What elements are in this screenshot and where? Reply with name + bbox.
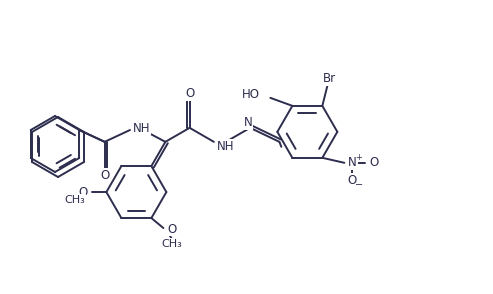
Text: N: N (244, 116, 252, 129)
Text: −: − (355, 180, 363, 190)
Text: O: O (185, 87, 194, 100)
Text: O: O (100, 169, 109, 182)
Text: HO: HO (243, 88, 260, 101)
Text: NH: NH (217, 140, 234, 153)
Text: NH: NH (133, 121, 150, 134)
Text: O: O (78, 186, 87, 198)
Text: CH₃: CH₃ (64, 195, 85, 205)
Text: Br: Br (323, 72, 336, 85)
Text: O: O (348, 174, 357, 187)
Text: N: N (348, 156, 357, 169)
Text: +: + (355, 153, 362, 162)
Text: CH₃: CH₃ (161, 239, 182, 249)
Text: O: O (168, 223, 176, 235)
Text: O: O (370, 156, 379, 169)
